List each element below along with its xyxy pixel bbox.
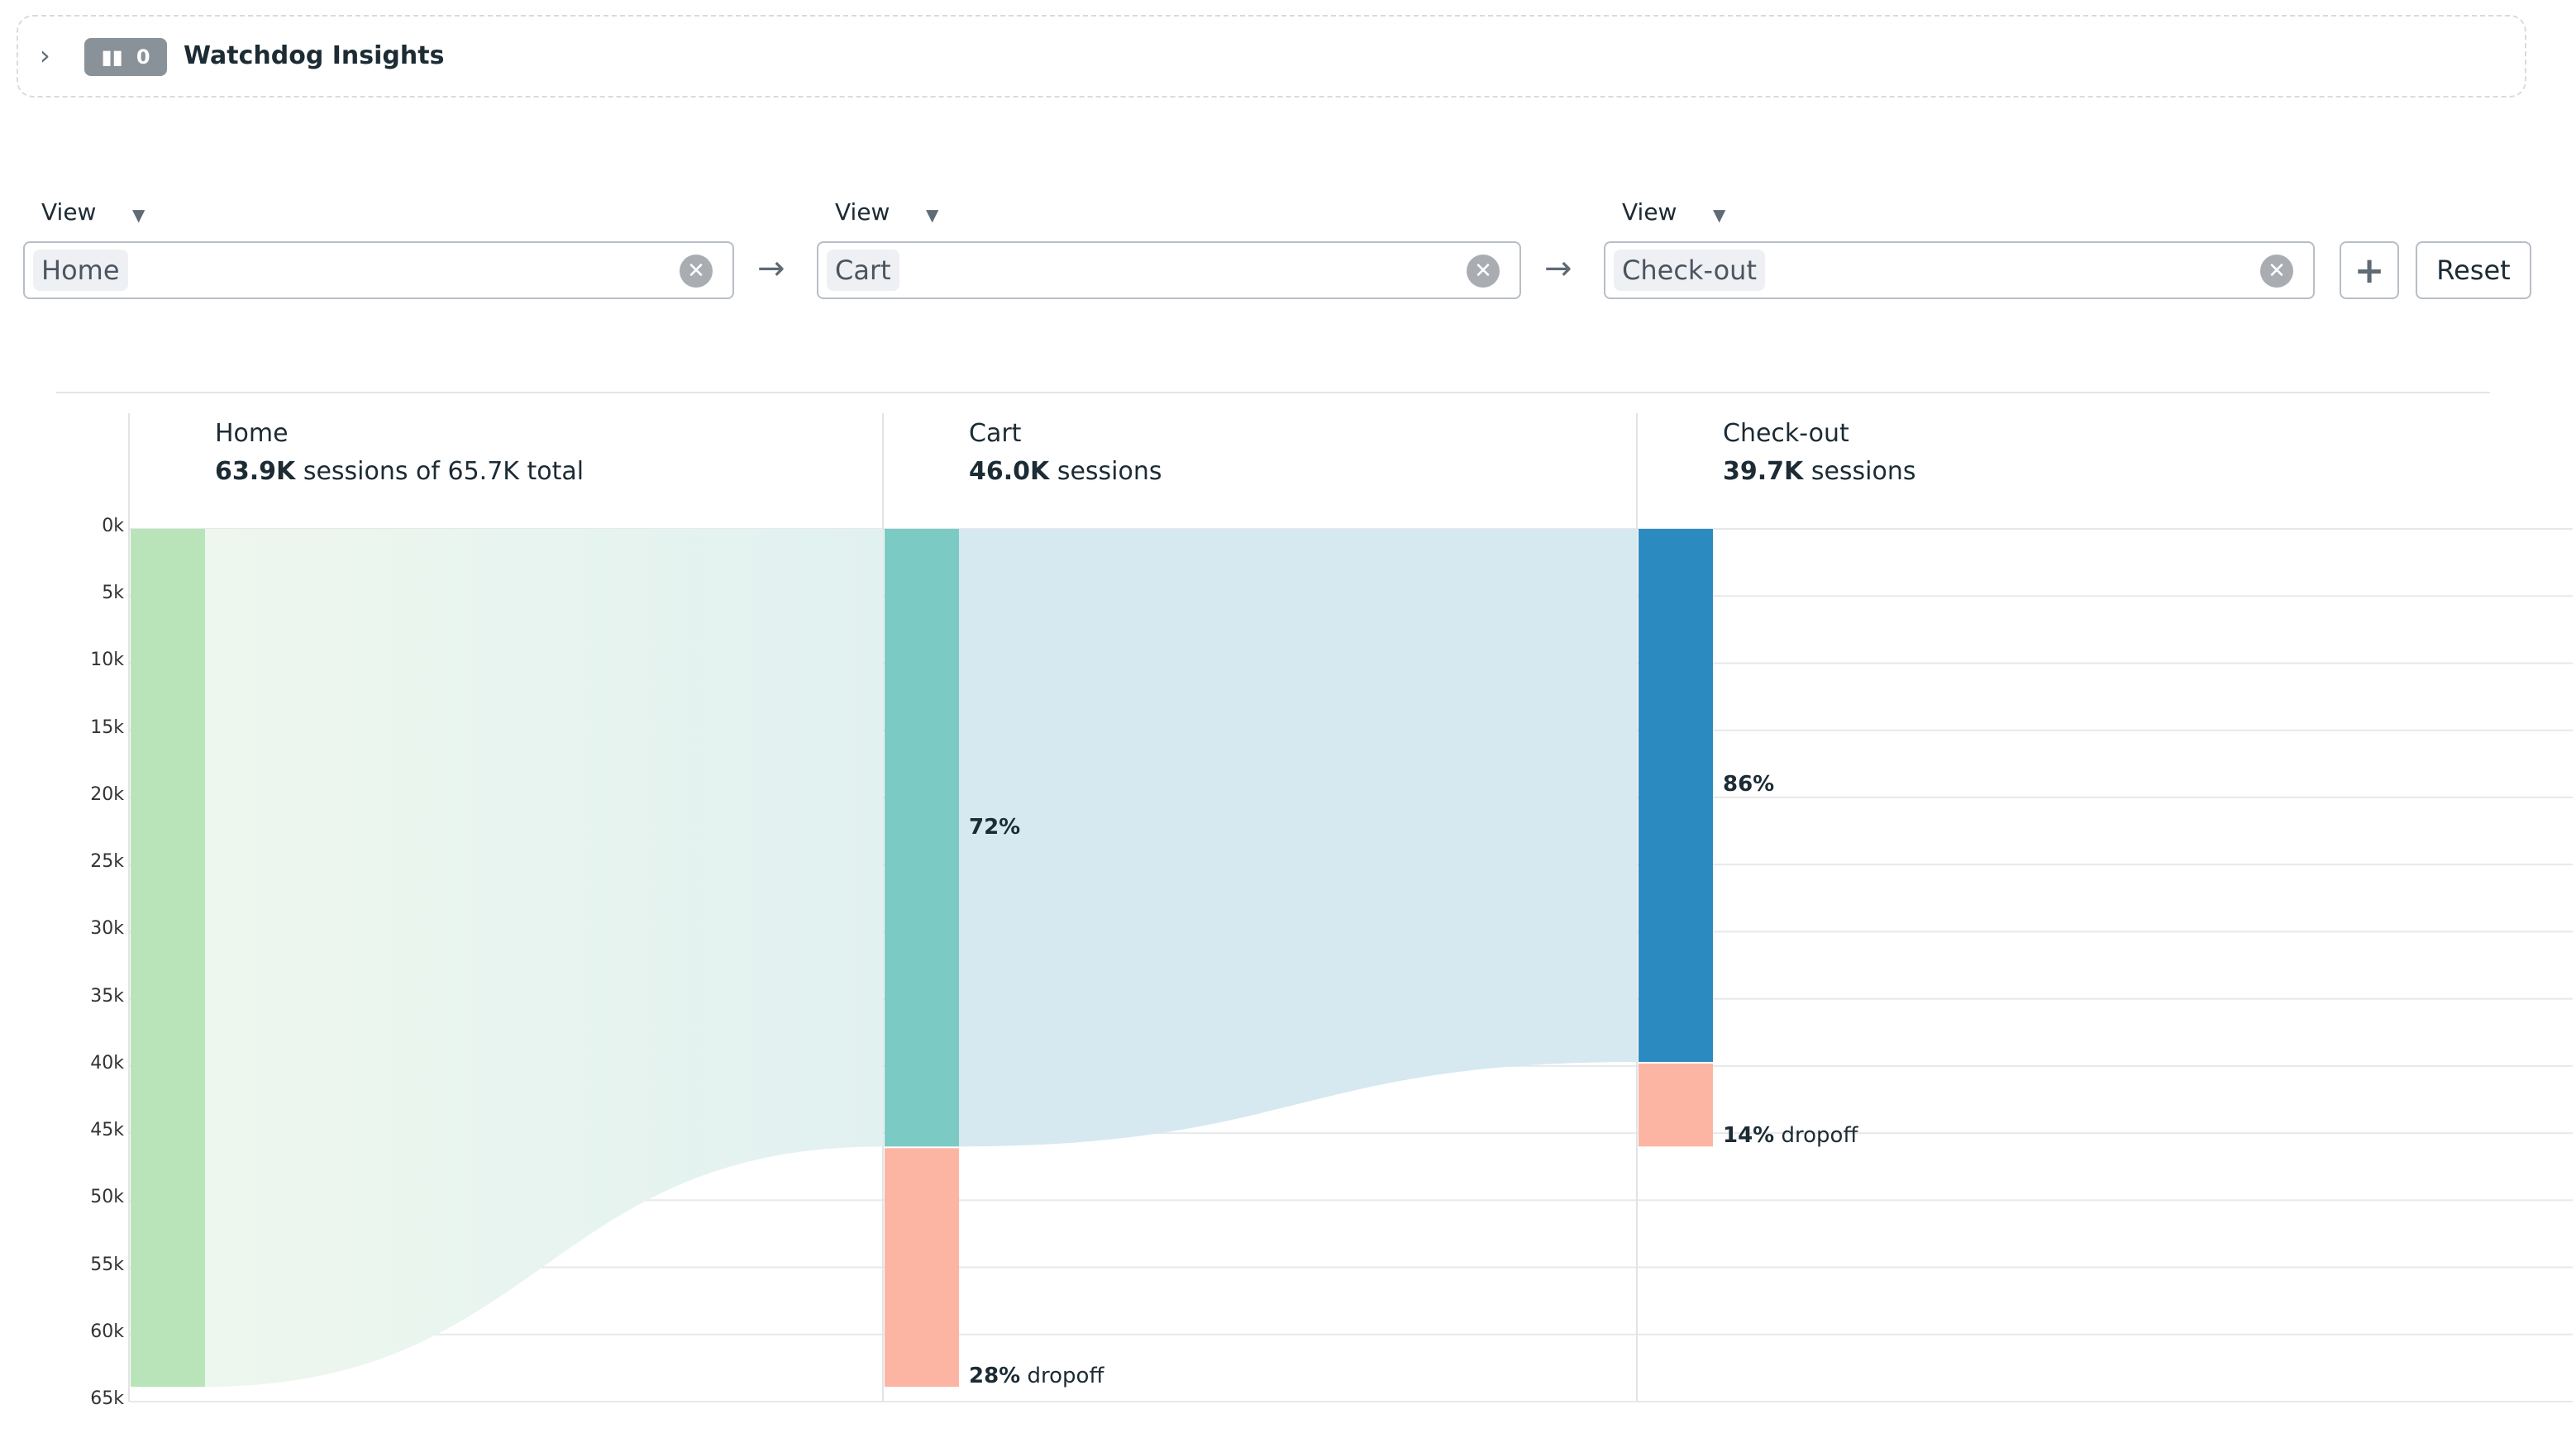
arrow-right-icon: → <box>1544 250 1572 288</box>
step-input-2[interactable]: Cart ✕ <box>817 241 1521 299</box>
caret-down-icon[interactable]: ▼ <box>132 205 145 225</box>
session-suffix: sessions of 65.7K total <box>303 457 584 486</box>
step-chip: Home <box>33 250 128 291</box>
step-chip: Check-out <box>1614 250 1765 291</box>
add-step-button[interactable]: + <box>2340 241 2399 299</box>
step-header-home: Home 63.9K sessions of 65.7K total <box>215 415 584 491</box>
watchdog-title: Watchdog Insights <box>184 41 445 70</box>
clear-icon[interactable]: ✕ <box>1467 255 1500 288</box>
dropoff-bar <box>1639 1063 1713 1147</box>
flow-home-to-cart <box>203 529 883 1388</box>
session-suffix: sessions <box>1810 457 1916 486</box>
bar-check-out <box>1639 529 1713 1062</box>
y-tick-label: 15k <box>90 716 124 738</box>
reset-button[interactable]: Reset <box>2416 241 2531 299</box>
y-tick-label: 25k <box>90 851 124 873</box>
y-tick-label: 55k <box>90 1254 124 1275</box>
y-tick-label: 30k <box>90 918 124 940</box>
y-tick-label: 5k <box>102 583 124 604</box>
session-count: 39.7K <box>1723 457 1804 486</box>
step-input-1[interactable]: Home ✕ <box>23 241 734 299</box>
clear-icon[interactable]: ✕ <box>2260 255 2293 288</box>
chevron-right-icon[interactable]: › <box>40 40 50 71</box>
caret-down-icon[interactable]: ▼ <box>926 205 939 225</box>
session-count: 46.0K <box>969 457 1050 486</box>
conversion-label: 72% <box>969 814 1021 840</box>
session-suffix: sessions <box>1057 457 1162 486</box>
step-type-select-2[interactable]: View <box>835 198 890 226</box>
step-name: Check-out <box>1723 419 1849 448</box>
dropoff-label: 28% dropoff <box>969 1364 1104 1389</box>
clear-icon[interactable]: ✕ <box>680 255 713 288</box>
flow-cart-to-checkout <box>957 529 1637 1147</box>
caret-down-icon[interactable]: ▼ <box>1713 205 1726 225</box>
y-tick-label: 60k <box>90 1321 124 1342</box>
session-count: 63.9K <box>215 457 296 486</box>
y-tick-label: 0k <box>102 516 124 536</box>
y-tick-label: 35k <box>90 985 124 1007</box>
arrow-right-icon: → <box>757 250 785 288</box>
y-tick-label: 10k <box>90 650 124 671</box>
y-tick-label: 40k <box>90 1052 124 1074</box>
step-chip: Cart <box>827 250 899 291</box>
step-header-cart: Cart 46.0K sessions <box>969 415 1162 491</box>
binoculars-icon: ▮▮ <box>101 45 123 69</box>
watchdog-insights-panel[interactable] <box>17 15 2526 98</box>
step-name: Home <box>215 419 289 448</box>
divider <box>56 392 2490 393</box>
dropoff-bar <box>885 1148 959 1388</box>
step-type-select-3[interactable]: View <box>1622 198 1677 226</box>
watchdog-badge: ▮▮ 0 <box>84 38 167 76</box>
y-tick-label: 20k <box>90 783 124 805</box>
step-type-select-1[interactable]: View <box>41 198 97 226</box>
insight-count: 0 <box>136 45 150 69</box>
dropoff-label: 14% dropoff <box>1723 1123 1858 1149</box>
bar-cart <box>885 529 959 1147</box>
step-input-3[interactable]: Check-out ✕ <box>1604 241 2315 299</box>
step-header-checkout: Check-out 39.7K sessions <box>1723 415 1916 491</box>
y-tick-label: 45k <box>90 1120 124 1141</box>
y-tick-label: 50k <box>90 1187 124 1208</box>
bar-home <box>131 529 205 1388</box>
conversion-label: 86% <box>1723 772 1775 797</box>
step-name: Cart <box>969 419 1022 448</box>
y-tick-label: 65k <box>90 1388 124 1409</box>
